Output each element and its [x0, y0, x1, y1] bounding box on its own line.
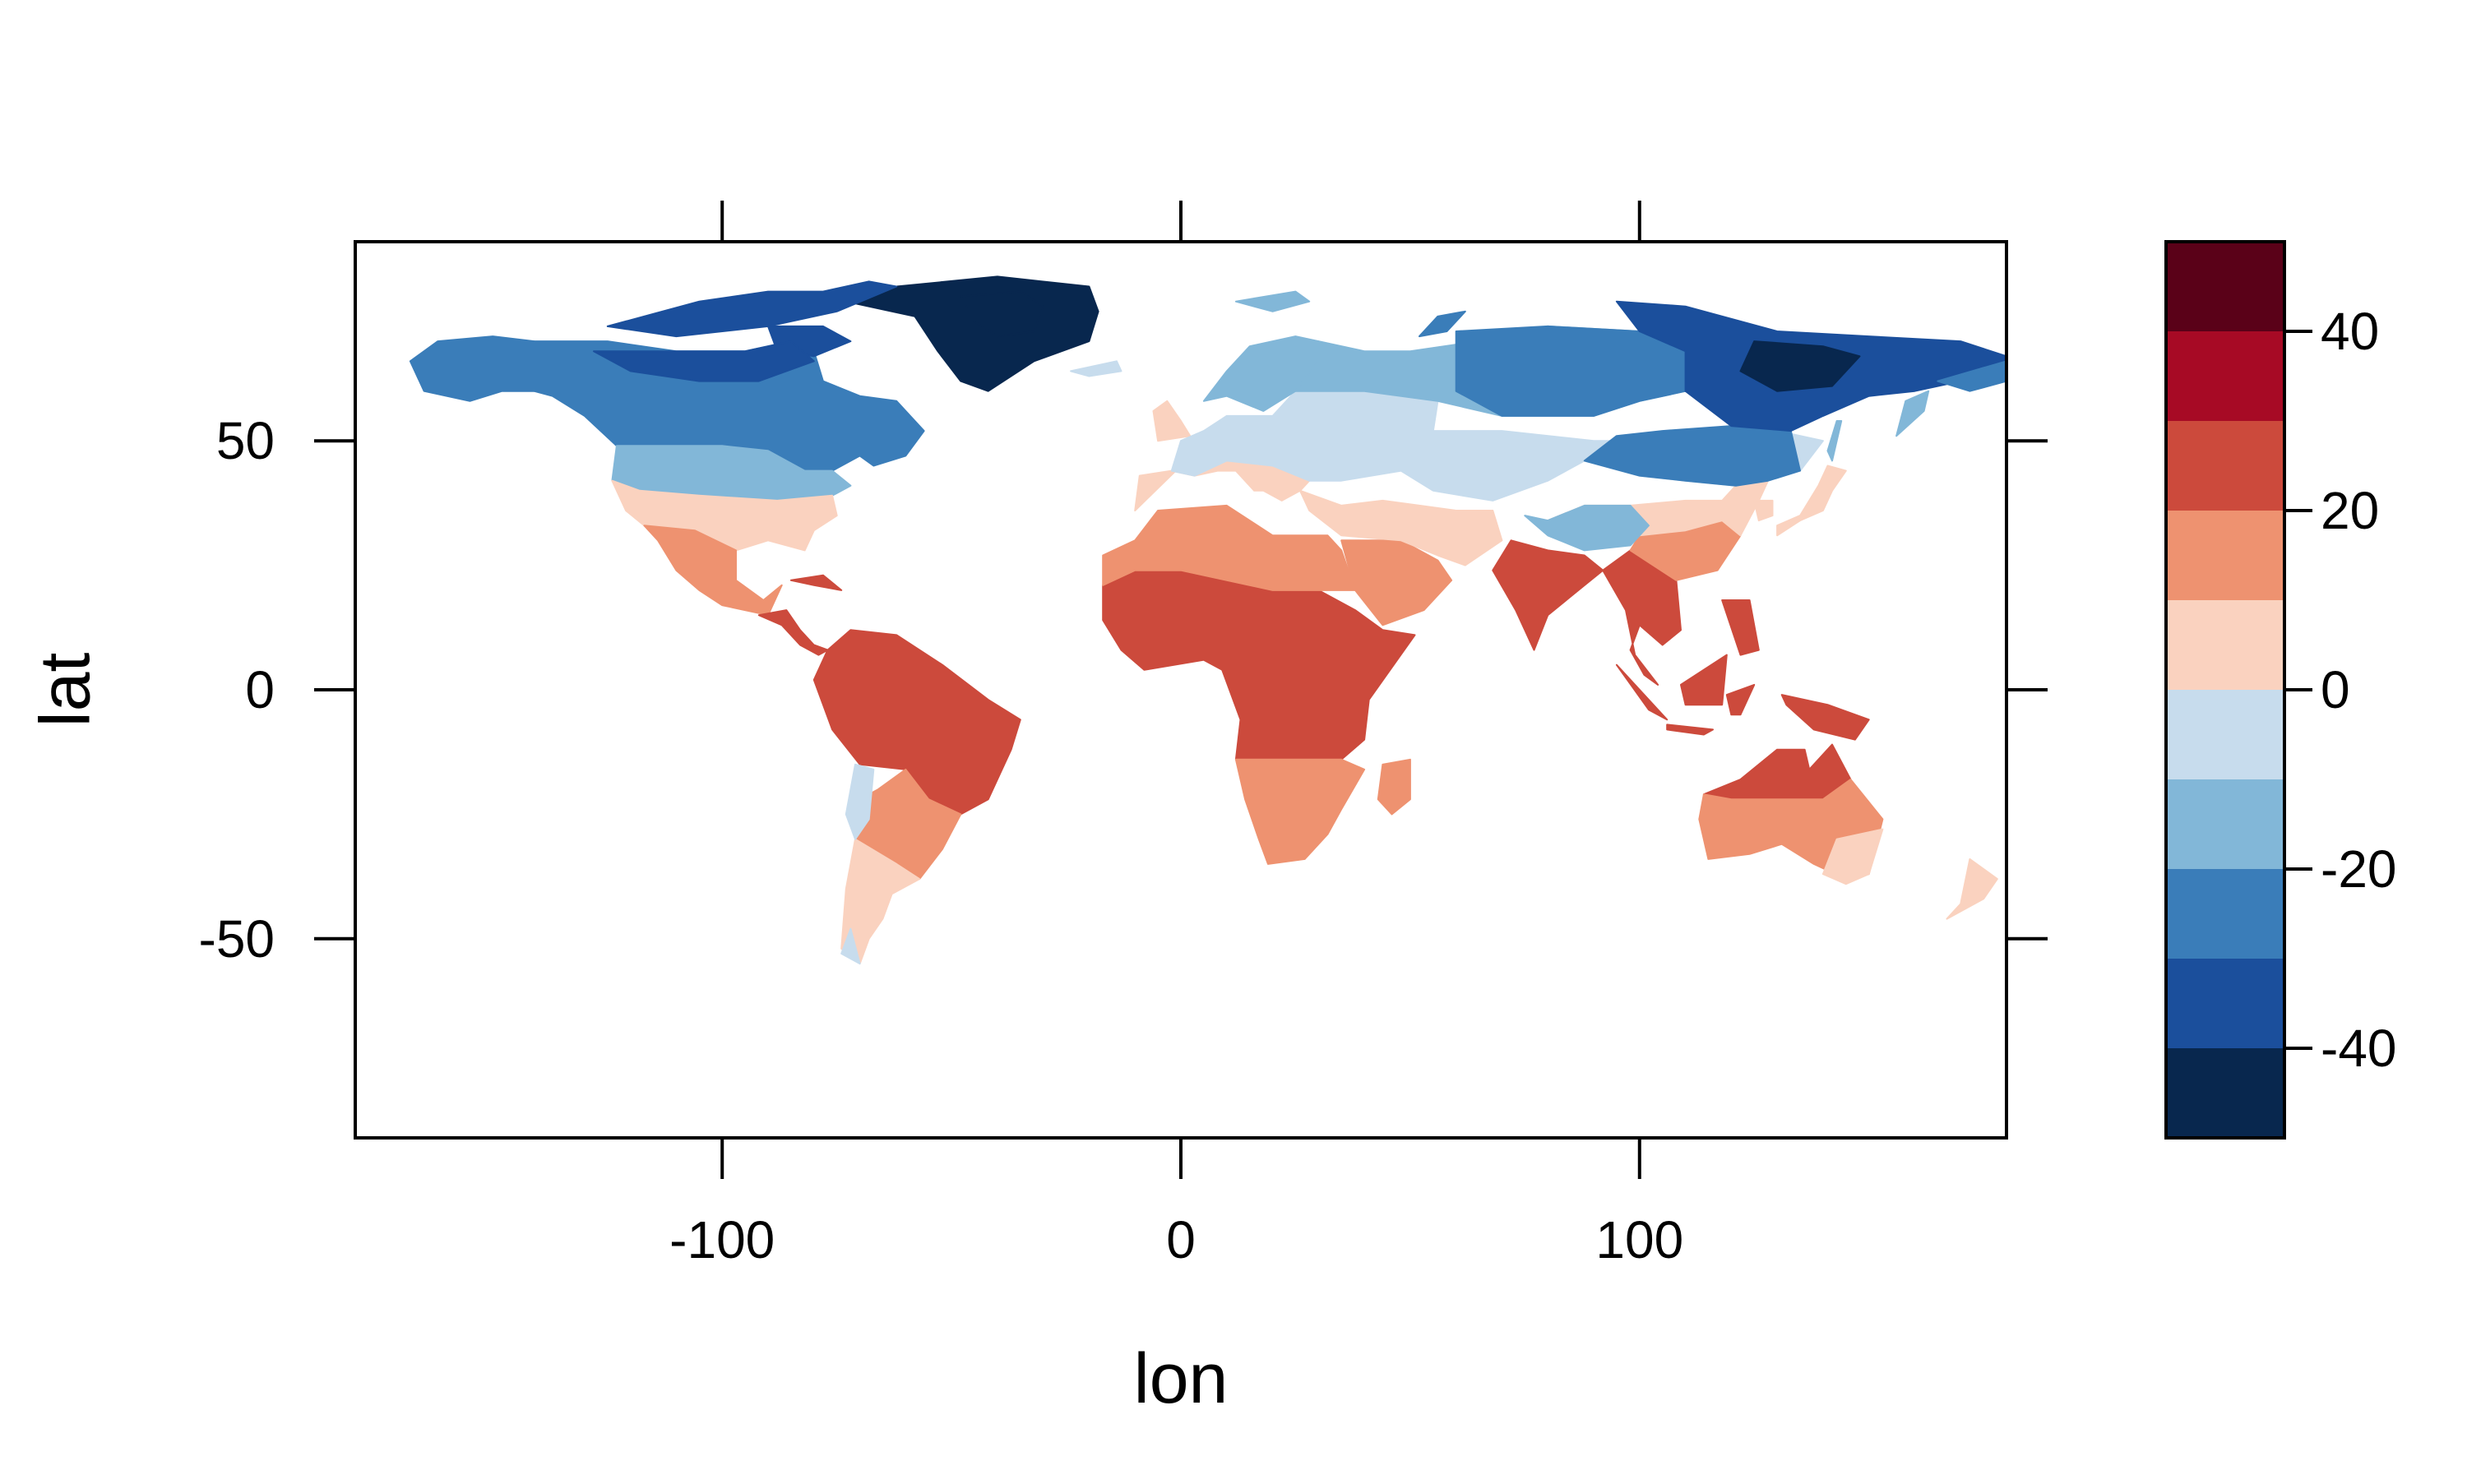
- map-region: [1615, 663, 1669, 721]
- map-region: [812, 629, 1021, 816]
- map-region: [1455, 325, 1687, 417]
- colorbar-swatch: [2166, 421, 2284, 511]
- colorbar-swatch: [2166, 242, 2284, 331]
- colorbar-swatch: [2166, 600, 2284, 690]
- map-region: [643, 525, 783, 617]
- colorbar-swatch: [2166, 1048, 2284, 1138]
- x-axis: -100 0 100: [669, 201, 1683, 1269]
- map-region: [1937, 360, 2006, 392]
- map-region: [1725, 683, 1756, 716]
- y-tick-label: 50: [216, 411, 275, 470]
- map-region: [1299, 489, 1503, 566]
- y-tick-label: 0: [245, 660, 275, 719]
- colorbar-swatch: [2166, 331, 2284, 421]
- map-region: [1234, 290, 1311, 312]
- map-region: [1946, 858, 1998, 920]
- map-region: [1234, 758, 1366, 865]
- map-region: [1721, 599, 1760, 656]
- map-region: [1583, 425, 1801, 487]
- colorbar-swatch: [2166, 690, 2284, 779]
- map-region: [840, 927, 861, 965]
- map-region: [1170, 390, 1439, 482]
- map-region: [1780, 694, 1870, 741]
- x-tick-label: -100: [669, 1210, 775, 1269]
- map-region: [1895, 390, 1930, 437]
- y-tick-label: -50: [199, 909, 275, 969]
- colorbar-swatch: [2166, 959, 2284, 1048]
- map-region: [845, 275, 1099, 392]
- map-region: [1680, 654, 1728, 706]
- x-tick-label: 100: [1595, 1210, 1683, 1269]
- map-region: [1702, 743, 1852, 801]
- map-region: [409, 335, 535, 402]
- map-region: [1377, 758, 1411, 816]
- map-region: [1419, 310, 1466, 338]
- colorbar-swatch: [2166, 869, 2284, 959]
- colorbar-tick-label: -40: [2321, 1019, 2397, 1078]
- map-region: [1070, 360, 1122, 377]
- map-region: [1152, 400, 1192, 442]
- colorbar-swatch: [2166, 511, 2284, 600]
- map-region: [1753, 499, 1774, 522]
- map-region: [757, 609, 829, 656]
- colorbar-tick-label: 20: [2321, 481, 2379, 540]
- map-region: [593, 340, 815, 382]
- colorbar-tick-label: 0: [2321, 660, 2350, 719]
- colorbar-tick-label: -20: [2321, 839, 2397, 899]
- map-region: [1826, 420, 1843, 462]
- map-region: [1739, 340, 1861, 392]
- colorbar-tick-label: 40: [2321, 302, 2379, 361]
- map-layer: [409, 275, 2006, 965]
- x-axis-title: lon: [1134, 1339, 1229, 1418]
- map-region: [789, 574, 843, 591]
- y-axis: -50 0 50: [199, 411, 2048, 969]
- map-region: [1102, 504, 1356, 591]
- map-region: [1821, 828, 1884, 885]
- map-region: [606, 280, 898, 338]
- map-region: [840, 838, 921, 965]
- colorbar-legend: -40 -20 0 20 40: [2164, 240, 2397, 1140]
- map-region: [845, 763, 875, 840]
- map-region: [1492, 539, 1604, 651]
- map-region: [960, 290, 1044, 338]
- map-region: [1776, 465, 1847, 537]
- x-tick-label: 0: [1166, 1210, 1196, 1269]
- map-region: [1524, 504, 1650, 552]
- map-region: [1666, 724, 1714, 736]
- colorbar-swatch: [2166, 779, 2284, 869]
- y-axis-title: lat: [26, 652, 105, 727]
